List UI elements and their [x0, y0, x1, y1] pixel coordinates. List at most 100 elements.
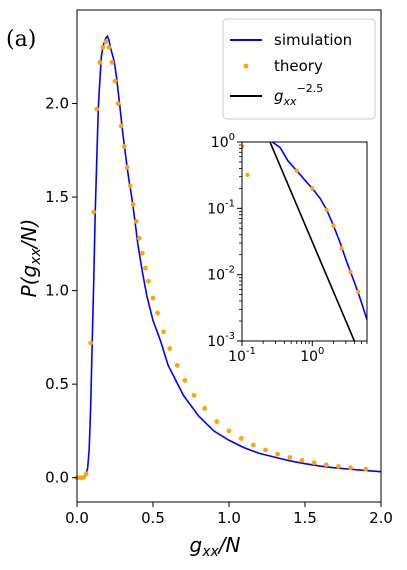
inset-x-tick-label: 100	[300, 346, 324, 365]
main-theory-point	[97, 59, 103, 65]
main-theory-point	[124, 164, 130, 170]
inset-theory-point	[324, 207, 329, 213]
main-theory-point	[348, 465, 353, 471]
main-theory-point	[139, 250, 145, 256]
main-theory-point	[182, 378, 188, 383]
main-x-tick-label: 1.5	[293, 509, 317, 527]
main-theory-point	[121, 144, 127, 149]
main-theory-point	[115, 101, 121, 106]
main-theory-point	[214, 419, 220, 424]
inset-theory-point	[242, 144, 245, 149]
legend-simulation-label: simulation	[274, 31, 352, 49]
main-theory-point	[136, 235, 142, 241]
main-theory-point	[91, 209, 97, 215]
inset-y-ticks: 10-3 10-2 10-1 100	[207, 132, 242, 350]
main-theory-point	[287, 455, 293, 460]
main-theory-point	[88, 340, 94, 346]
legend-theory-label: theory	[274, 57, 323, 75]
inset-y-tick-label: 10-3	[207, 331, 235, 350]
main-x-ticks: 0.0 0.5 1.0 1.5 2.0	[65, 502, 393, 527]
main-theory-point	[94, 106, 100, 112]
inset-x-ticks: 10-1 100	[228, 341, 368, 365]
x-axis-label: gxx/N	[190, 533, 241, 560]
inset-series-layer	[242, 142, 367, 341]
main-theory-point	[263, 447, 268, 453]
main-theory-point	[191, 392, 197, 398]
legend-box	[222, 18, 376, 120]
main-theory-point	[143, 265, 148, 271]
main-y-tick-label: 0.0	[45, 469, 69, 487]
y-label-sub: xx	[28, 247, 44, 265]
x-label-rest: /N	[217, 533, 241, 557]
inset-y-tick-label: 100	[211, 132, 235, 151]
x-label-sub: xx	[201, 544, 219, 560]
inset-x-tick-label: 10-1	[228, 346, 256, 365]
inset-axes-frame	[241, 141, 368, 342]
main-theory-point	[226, 428, 232, 434]
main-theory-point	[112, 78, 118, 84]
main-y-tick-label: 1.5	[45, 188, 69, 206]
main-theory-point	[336, 464, 341, 469]
main-theory-point	[275, 451, 281, 457]
main-theory-point	[130, 202, 136, 207]
main-theory-point	[250, 442, 256, 448]
y-axis-label-text: P(gxx/N)	[17, 219, 44, 298]
main-theory-point	[80, 475, 86, 481]
main-theory-point	[167, 346, 173, 351]
main-x-tick-label: 0.5	[141, 509, 165, 527]
main-theory-point	[83, 471, 89, 477]
legend-powerlaw-label: gxx−2.5	[274, 82, 323, 108]
inset-clip-group	[242, 142, 367, 341]
main-plot: 0.0 0.5 1.0 1.5 2.0 0.00.51.01.52.0 gxx/N P(…	[17, 9, 393, 560]
main-theory-point	[133, 218, 139, 224]
main-simulation-line	[77, 34, 382, 479]
main-theory-point	[100, 45, 106, 50]
main-x-tick-label: 1.0	[217, 509, 241, 527]
legend-powerlaw-sub: xx	[283, 95, 298, 108]
legend: simulation theory gxx−2.5	[222, 18, 376, 120]
inset-theory-point	[339, 246, 344, 251]
legend-powerlaw-base: g	[274, 87, 284, 105]
main-theory-point	[323, 462, 329, 468]
x-label-base: g	[190, 533, 203, 557]
main-y-ticks: 0.0 0.5 1.0 1.5 2.0	[45, 95, 77, 487]
main-theory-point	[106, 45, 112, 50]
y-axis-label: P(gxx/N)	[17, 219, 44, 298]
x-axis-label-text: gxx/N	[190, 533, 241, 560]
inset-plot: 10-1 100 10-3 10-2 10-1 100	[207, 132, 368, 365]
main-theory-point	[299, 457, 305, 463]
main-y-tick-label: 0.5	[45, 375, 69, 393]
inset-theory-point	[245, 172, 250, 178]
inset-theory-point	[348, 269, 353, 275]
inset-theory-point	[331, 223, 336, 228]
main-theory-point	[150, 295, 156, 301]
main-x-tick-label: 0.0	[65, 509, 89, 527]
inset-powerlaw-line	[269, 142, 356, 341]
main-x-tick-label: 2.0	[369, 509, 393, 527]
main-theory-point	[118, 123, 124, 129]
main-theory-point	[202, 406, 208, 411]
main-theory-point	[146, 278, 151, 284]
inset-background	[242, 142, 367, 341]
inset-y-tick-label: 10-2	[207, 265, 235, 284]
legend-theory-swatch	[243, 63, 249, 69]
main-theory-point	[127, 183, 133, 189]
main-theory-point	[103, 39, 109, 45]
main-y-tick-label: 2.0	[45, 95, 69, 113]
inset-theory-point	[356, 289, 361, 295]
legend-powerlaw-sup: −2.5	[297, 82, 324, 95]
main-series-layer	[74, 34, 382, 481]
main-theory-point	[311, 460, 317, 466]
main-theory-point	[238, 436, 244, 441]
inset-theory-point	[310, 186, 315, 191]
inset-y-tick-label: 10-1	[207, 198, 235, 217]
y-label-rest: /N)	[17, 219, 41, 251]
main-theory-point	[155, 310, 160, 316]
inset-theory-point	[294, 168, 299, 173]
panel-label: (a)	[6, 27, 36, 52]
main-y-tick-label: 1.0	[45, 282, 69, 300]
main-theory-point	[161, 329, 167, 335]
main-theory-point	[174, 363, 180, 368]
main-theory-point	[363, 466, 369, 472]
